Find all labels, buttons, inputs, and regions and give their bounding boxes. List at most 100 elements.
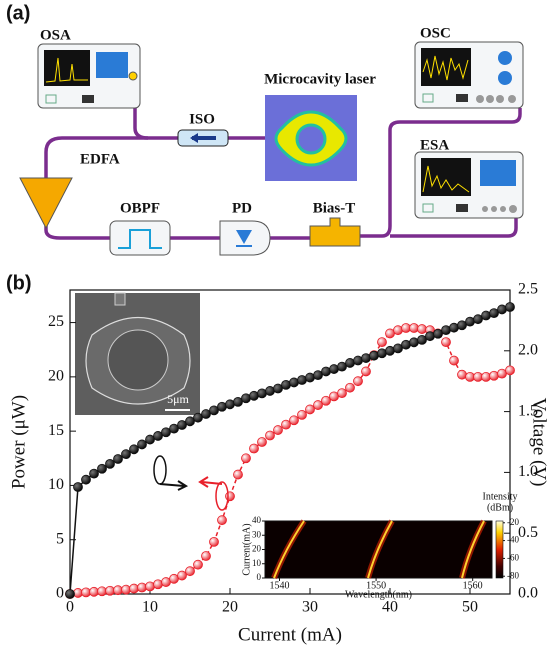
data-point: [65, 589, 75, 599]
data-point: [361, 353, 371, 363]
data-point: [457, 369, 467, 380]
data-point: [417, 334, 427, 345]
data-point: [241, 393, 251, 404]
inset-x-label: Wavelength(nm): [345, 589, 412, 600]
sem-waveguide: [114, 292, 126, 306]
data-point: [233, 469, 243, 480]
inset-x-tick-label: 1560: [463, 580, 483, 591]
data-point: [433, 328, 443, 339]
data-point: [153, 431, 163, 441]
data-point: [225, 491, 235, 502]
data-point: [345, 382, 355, 393]
osc-label: OSC: [420, 25, 451, 41]
y2-tick-label: 0.0: [518, 585, 538, 602]
data-point: [377, 337, 387, 348]
osa-label: OSA: [40, 27, 71, 43]
data-point: [425, 331, 435, 342]
inset-y-tick-label: 30: [252, 529, 262, 539]
heatmap-stripe: [367, 520, 393, 579]
pd-label: PD: [232, 200, 252, 216]
data-point: [249, 443, 259, 454]
x-tick-label: 20: [222, 599, 238, 616]
data-point: [225, 399, 235, 410]
bias-t-label: Bias-T: [313, 200, 356, 216]
data-point: [169, 423, 179, 434]
axis-indicator: [153, 455, 167, 485]
photodetector: [219, 220, 271, 256]
axis-arrow: [198, 476, 223, 488]
data-point: [441, 337, 451, 348]
data-point: [289, 377, 299, 388]
data-point: [473, 314, 483, 325]
y-tick-label: 20: [48, 368, 64, 385]
data-point: [449, 355, 459, 366]
edfa-label: EDFA: [80, 151, 120, 167]
heatmap-stripe: [461, 520, 485, 579]
data-point: [129, 583, 139, 594]
data-point: [265, 430, 275, 441]
data-point: [97, 463, 107, 474]
esa-label: ESA: [420, 137, 449, 153]
y2-axis-label: Voltage (V): [529, 398, 550, 487]
data-point: [177, 570, 187, 581]
x-tick-label: 10: [142, 599, 158, 616]
data-point: [409, 323, 419, 333]
data-point: [121, 449, 131, 460]
data-point: [249, 390, 259, 401]
inset-y-tick-label: 0: [257, 572, 262, 582]
data-point: [409, 337, 419, 348]
axis-indicator: [215, 481, 229, 511]
data-point: [185, 566, 195, 577]
x-tick-label: 30: [302, 599, 318, 616]
x-tick-label: 0: [66, 599, 74, 616]
data-point: [393, 343, 403, 354]
data-point: [497, 304, 507, 315]
data-point: [505, 302, 515, 312]
data-point: [313, 400, 323, 410]
data-point: [129, 444, 139, 455]
inset-y-tick-label: 40: [252, 515, 262, 525]
inset-y-label: Current(mA): [241, 523, 252, 575]
data-point: [337, 361, 347, 372]
obpf-filter: [109, 220, 171, 256]
colorbar: [495, 520, 504, 579]
data-point: [177, 420, 187, 430]
laser-label: Microcavity laser: [264, 71, 376, 87]
y2-tick-label: 1.0: [518, 463, 538, 480]
y2-tick-label: 1.5: [518, 402, 538, 419]
data-point: [305, 372, 315, 383]
data-point: [257, 437, 267, 447]
data-point: [273, 425, 283, 435]
bias-tee: [309, 217, 361, 247]
data-point: [481, 371, 491, 382]
y2-tick-label: 2.5: [518, 281, 538, 298]
data-point: [353, 355, 363, 366]
colorbar-tick-label: -60: [507, 552, 519, 562]
inset-y-tick-label: 20: [252, 544, 262, 554]
data-point: [201, 409, 211, 419]
colorbar-title: Intensity: [483, 491, 518, 502]
data-point: [265, 386, 275, 396]
data-point: [417, 324, 427, 334]
data-point: [145, 434, 155, 445]
data-point: [241, 453, 251, 464]
data-point: [369, 350, 379, 361]
y-axis-label: Power (μW): [8, 395, 29, 489]
x-tick-label: 50: [462, 599, 478, 616]
fibers: [44, 108, 522, 240]
data-point: [137, 582, 147, 593]
esa-instrument: [414, 151, 524, 219]
inset-x-tick-label: 1540: [269, 580, 289, 591]
data-point: [137, 439, 147, 450]
colorbar-tick-label: -20: [507, 517, 519, 527]
y2-tick-label: 2.0: [518, 341, 538, 358]
data-point: [185, 416, 195, 427]
y2-tick-label: 0.5: [518, 524, 538, 541]
data-point: [105, 458, 115, 469]
y-tick-label: 15: [48, 422, 64, 439]
inset-y-tick-label: 10: [252, 558, 262, 568]
data-point: [329, 364, 339, 374]
data-point: [193, 559, 203, 570]
